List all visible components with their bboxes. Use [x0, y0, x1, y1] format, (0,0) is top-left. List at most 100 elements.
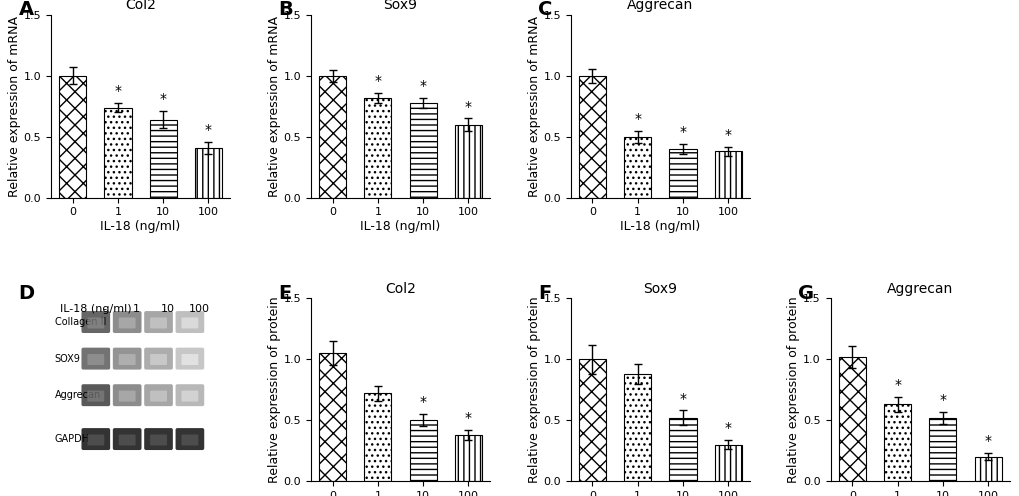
Bar — [195, 148, 222, 198]
Bar — [59, 76, 87, 198]
Bar — [624, 137, 651, 198]
Text: A: A — [18, 0, 34, 19]
Bar — [454, 435, 481, 481]
Bar — [409, 420, 436, 481]
Text: G: G — [798, 284, 813, 303]
FancyBboxPatch shape — [175, 348, 204, 370]
FancyBboxPatch shape — [118, 317, 136, 328]
Text: 1: 1 — [132, 304, 140, 314]
FancyBboxPatch shape — [113, 384, 142, 406]
FancyBboxPatch shape — [113, 311, 142, 333]
Bar — [668, 418, 696, 481]
Y-axis label: Relative expression of mRNA: Relative expression of mRNA — [267, 16, 280, 197]
Bar — [319, 353, 345, 481]
Bar — [928, 418, 956, 481]
FancyBboxPatch shape — [181, 354, 198, 365]
FancyBboxPatch shape — [82, 348, 110, 370]
FancyBboxPatch shape — [88, 317, 104, 328]
FancyBboxPatch shape — [144, 348, 172, 370]
FancyBboxPatch shape — [175, 311, 204, 333]
Bar — [668, 149, 696, 198]
X-axis label: IL-18 (ng/ml): IL-18 (ng/ml) — [101, 220, 180, 233]
Text: *: * — [679, 125, 686, 139]
FancyBboxPatch shape — [150, 434, 167, 445]
Text: *: * — [465, 100, 472, 114]
Text: 10: 10 — [160, 304, 174, 314]
FancyBboxPatch shape — [82, 311, 110, 333]
Bar — [409, 103, 436, 198]
FancyBboxPatch shape — [175, 428, 204, 450]
FancyBboxPatch shape — [113, 348, 142, 370]
FancyBboxPatch shape — [150, 317, 167, 328]
Title: Sox9: Sox9 — [643, 282, 677, 296]
Text: *: * — [419, 395, 426, 409]
FancyBboxPatch shape — [88, 391, 104, 402]
FancyBboxPatch shape — [175, 384, 204, 406]
Y-axis label: Relative expression of protein: Relative expression of protein — [527, 297, 540, 483]
Y-axis label: Relative expression of protein: Relative expression of protein — [267, 297, 280, 483]
Bar — [104, 108, 131, 198]
Text: *: * — [205, 123, 212, 137]
Text: *: * — [725, 127, 731, 142]
Text: *: * — [419, 79, 426, 93]
FancyBboxPatch shape — [150, 354, 167, 365]
FancyBboxPatch shape — [118, 391, 136, 402]
FancyBboxPatch shape — [181, 391, 198, 402]
Text: D: D — [18, 284, 35, 303]
Bar — [838, 357, 865, 481]
Bar — [319, 76, 345, 198]
Title: Col2: Col2 — [384, 282, 416, 296]
Text: Collagen II: Collagen II — [55, 317, 106, 327]
Title: Aggrecan: Aggrecan — [887, 282, 953, 296]
Text: *: * — [894, 378, 900, 392]
Text: *: * — [938, 393, 946, 407]
Text: E: E — [278, 284, 291, 303]
FancyBboxPatch shape — [88, 434, 104, 445]
FancyBboxPatch shape — [82, 428, 110, 450]
Text: -: - — [103, 304, 107, 314]
Title: Sox9: Sox9 — [383, 0, 417, 12]
Text: *: * — [679, 391, 686, 406]
Text: B: B — [278, 0, 293, 19]
FancyBboxPatch shape — [181, 434, 198, 445]
Text: C: C — [538, 0, 552, 19]
Text: IL-18 (ng/ml): IL-18 (ng/ml) — [60, 304, 131, 314]
Y-axis label: Relative expression of mRNA: Relative expression of mRNA — [8, 16, 20, 197]
Text: *: * — [114, 84, 121, 98]
Text: GAPDH: GAPDH — [55, 434, 90, 444]
Text: F: F — [538, 284, 551, 303]
Text: *: * — [634, 112, 641, 126]
Text: *: * — [374, 74, 381, 88]
Text: *: * — [725, 421, 731, 435]
Y-axis label: Relative expression of protein: Relative expression of protein — [787, 297, 800, 483]
Text: SOX9: SOX9 — [55, 354, 81, 364]
FancyBboxPatch shape — [113, 428, 142, 450]
Bar — [364, 393, 391, 481]
FancyBboxPatch shape — [181, 317, 198, 328]
Text: *: * — [983, 434, 990, 448]
Text: Aggrecan: Aggrecan — [55, 390, 101, 400]
Title: Aggrecan: Aggrecan — [627, 0, 693, 12]
FancyBboxPatch shape — [144, 384, 172, 406]
FancyBboxPatch shape — [88, 354, 104, 365]
FancyBboxPatch shape — [150, 391, 167, 402]
FancyBboxPatch shape — [82, 384, 110, 406]
Bar — [579, 76, 605, 198]
Bar — [624, 374, 651, 481]
Bar — [454, 124, 481, 198]
FancyBboxPatch shape — [144, 311, 172, 333]
Bar — [714, 444, 741, 481]
Text: *: * — [160, 92, 166, 106]
FancyBboxPatch shape — [144, 428, 172, 450]
FancyBboxPatch shape — [118, 434, 136, 445]
Bar — [883, 404, 910, 481]
Bar — [364, 98, 391, 198]
Bar — [579, 359, 605, 481]
Bar — [714, 151, 741, 198]
Text: *: * — [465, 411, 472, 425]
Title: Col2: Col2 — [125, 0, 156, 12]
Bar — [150, 120, 176, 198]
X-axis label: IL-18 (ng/ml): IL-18 (ng/ml) — [620, 220, 700, 233]
Text: 100: 100 — [189, 304, 209, 314]
FancyBboxPatch shape — [118, 354, 136, 365]
